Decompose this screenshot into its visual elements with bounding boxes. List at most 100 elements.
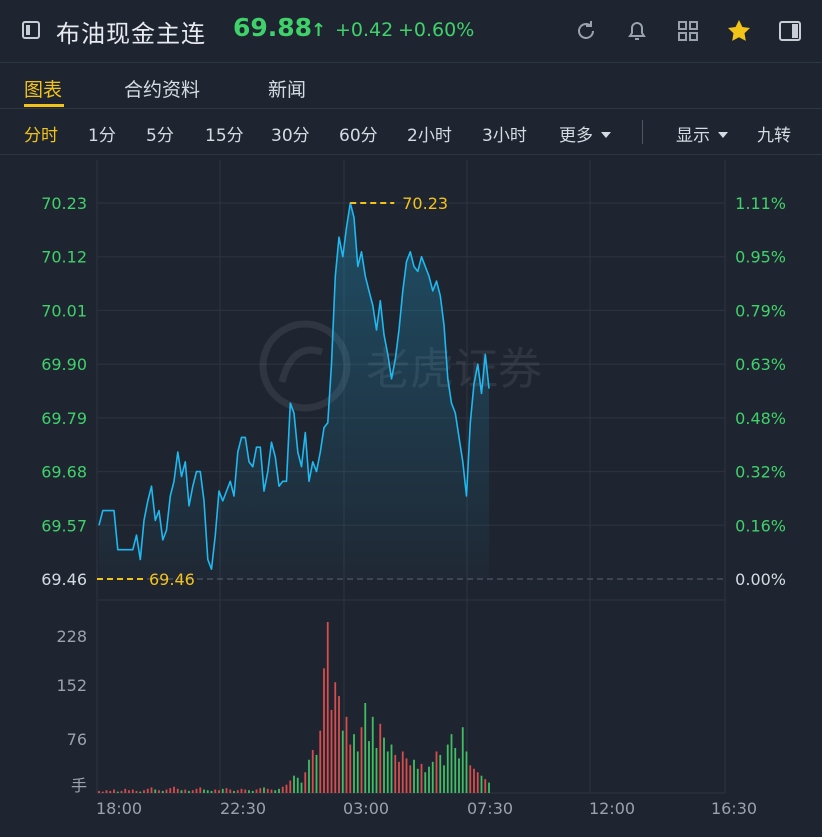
pct-tick-label: 0.79%	[735, 301, 786, 320]
time-tick-label: 16:30	[711, 799, 757, 818]
volume-bar	[285, 784, 288, 793]
refresh-icon[interactable]	[573, 18, 599, 44]
volume-bar	[255, 789, 258, 793]
time-tick-label: 03:00	[343, 799, 389, 818]
axis-labels: 70.23 1.11% 70.12 0.95% 70.01 0.79% 69.90 0.63%…	[41, 194, 786, 818]
volume-bar	[326, 622, 329, 793]
volume-bar	[375, 748, 378, 793]
volume-bar	[379, 723, 382, 793]
volume-bar	[394, 754, 397, 793]
price-tick-label: 70.12	[41, 248, 87, 267]
panel-icon[interactable]	[777, 18, 803, 44]
volume-bar	[120, 790, 123, 793]
tab-chart[interactable]: 图表	[24, 79, 63, 101]
period-3h[interactable]: 3小时	[482, 126, 527, 146]
volume-bar	[184, 789, 187, 793]
volume-bar	[210, 790, 213, 793]
volume-bar	[98, 790, 100, 793]
volume-bar	[199, 787, 202, 793]
bell-icon[interactable]	[624, 18, 650, 44]
volume-bar	[360, 727, 363, 793]
volume-bar	[240, 788, 243, 793]
volume-bar	[244, 789, 247, 793]
grid-icon[interactable]	[675, 18, 701, 44]
pct-tick-label: 0.63%	[735, 355, 786, 374]
volume-bar	[446, 744, 449, 793]
volume-bar	[116, 791, 119, 793]
volume-bar	[420, 763, 423, 793]
period-timeshare[interactable]: 分时	[24, 126, 58, 146]
volume-bar	[146, 788, 149, 793]
price-tick-label: 70.23	[41, 194, 87, 213]
period-5m[interactable]: 5分	[146, 126, 174, 146]
more-label: 更多	[559, 126, 593, 146]
volume-bar	[386, 751, 389, 793]
tab-news[interactable]: 新闻	[268, 79, 307, 101]
volume-bar	[293, 775, 295, 793]
period-1m[interactable]: 1分	[88, 126, 116, 146]
volume-bar	[311, 750, 314, 793]
period-30m[interactable]: 30分	[271, 126, 310, 146]
pct-tick-label: 0.95%	[735, 248, 786, 267]
volume-bar	[413, 759, 415, 793]
period-2h[interactable]: 2小时	[407, 126, 452, 146]
volume-bar	[431, 761, 434, 793]
chevron-down-icon	[601, 132, 611, 138]
time-tick-label: 22:30	[220, 799, 266, 818]
price-tick-label: 69.46	[41, 570, 87, 589]
display-dropdown[interactable]: 显示	[676, 121, 728, 146]
volume-bar	[233, 790, 235, 793]
volume-bar	[341, 730, 344, 793]
volume-bar	[296, 777, 299, 793]
volume-bar	[330, 709, 333, 793]
nine-turn-button[interactable]: 九转	[757, 126, 791, 146]
volume-bar	[338, 696, 340, 793]
volume-bar	[203, 789, 205, 793]
arrow-up-icon: ↑	[311, 20, 327, 41]
volume-bar	[128, 790, 130, 793]
price-tick-label: 70.01	[41, 301, 87, 320]
volume-bar	[439, 754, 442, 793]
volume-bar	[109, 790, 112, 793]
chart-area[interactable]: 老虎证券 70.23 1.11% 70.12 0.95% 70.01 0.79% 69.90…	[0, 155, 822, 833]
volume-bar	[409, 765, 412, 793]
volume-bar	[105, 790, 108, 793]
window-icon[interactable]	[22, 21, 40, 39]
volume-bar	[165, 789, 168, 793]
volume-bar	[248, 790, 250, 793]
star-icon[interactable]	[726, 18, 752, 44]
volume-bar	[150, 787, 153, 793]
volume-bar	[229, 789, 232, 793]
volume-bar	[143, 790, 145, 793]
volume-bar	[169, 788, 172, 793]
volume-bar	[191, 790, 194, 793]
volume-bar	[319, 730, 322, 793]
divider	[642, 120, 643, 144]
tab-contract-info[interactable]: 合约资料	[124, 79, 201, 101]
volume-bar	[465, 751, 468, 793]
volume-bar	[488, 782, 490, 793]
pct-tick-label: 0.00%	[735, 570, 786, 589]
intraday-chart[interactable]: 老虎证券 70.23 1.11%70.12 0.95%70.01 0.79%69.90…	[0, 155, 822, 833]
volume-bar	[353, 734, 355, 793]
volume-bar	[304, 772, 307, 793]
volume-bar	[225, 788, 228, 793]
volume-bar	[371, 716, 374, 793]
volume-bar	[428, 766, 430, 793]
pct-tick-label: 0.48%	[735, 409, 786, 428]
volume-bar	[158, 790, 160, 793]
price-change-pct: +0.60%	[398, 19, 475, 41]
more-dropdown[interactable]: 更多	[559, 121, 611, 146]
price-tick-label: 69.68	[41, 463, 87, 482]
volume-bar	[368, 741, 370, 793]
period-15m[interactable]: 15分	[205, 126, 244, 146]
volume-bar	[206, 790, 209, 793]
low-label: 69.46	[149, 570, 195, 589]
price-tick-label: 69.90	[41, 355, 87, 374]
volume-bar	[323, 668, 325, 793]
volume-bar	[180, 790, 183, 793]
period-60m[interactable]: 60分	[339, 126, 378, 146]
price-tick-label: 69.79	[41, 409, 87, 428]
pct-tick-label: 0.32%	[735, 463, 786, 482]
volume-bar	[236, 790, 239, 793]
